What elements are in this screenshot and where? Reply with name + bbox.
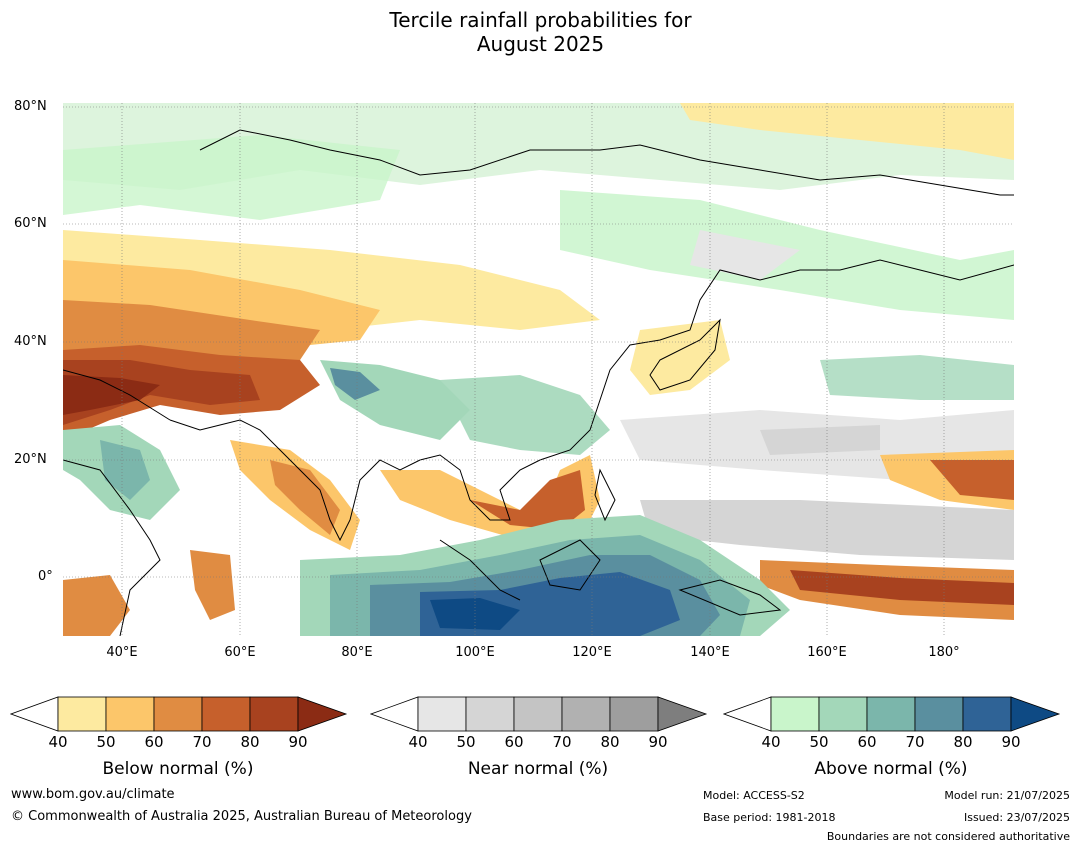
lon-label-100e: 100°E <box>455 645 495 660</box>
cb1-tick-50: 50 <box>456 733 476 751</box>
colorbar-title-near: Near normal (%) <box>467 759 609 779</box>
colorbar-low-extend <box>370 696 419 732</box>
colorbar-near-normal <box>370 696 708 732</box>
arctic-below-zone <box>680 103 1014 160</box>
base-period-text: Base period: 1981-2018 <box>703 811 836 824</box>
cb1-tick-90: 90 <box>648 733 668 751</box>
africa-coast <box>63 459 161 636</box>
colorbar-segment <box>201 696 251 732</box>
disclaimer-text: Boundaries are not considered authoritat… <box>826 830 1070 843</box>
new-guinea-coast <box>678 579 782 616</box>
colorbar-segment <box>561 696 611 732</box>
colorbar-high-extend <box>297 696 348 732</box>
lat-label-60n: 60°N <box>14 216 47 231</box>
colorbar-high-extend <box>657 696 708 732</box>
issued-text: Issued: 23/07/2025 <box>963 811 1070 824</box>
arabia-coast <box>63 369 171 421</box>
asia-south-coast <box>169 259 1014 542</box>
colorbar-segment <box>513 696 563 732</box>
colorbar-segment <box>962 696 1012 732</box>
lon-label-140e: 140°E <box>690 645 730 660</box>
cb0-tick-60: 60 <box>144 733 164 751</box>
copyright-text: © Commonwealth of Australia 2025, Austra… <box>11 809 472 824</box>
model-text: Model: ACCESS-S2 <box>703 789 805 802</box>
cb1-tick-70: 70 <box>552 733 572 751</box>
arctic-coast <box>199 129 1014 196</box>
indian-ocean-below <box>190 550 235 620</box>
colorbar-title-below: Below normal (%) <box>102 759 254 779</box>
website-link[interactable]: www.bom.gov.au/climate <box>11 787 175 802</box>
north-pacific-above <box>820 355 1014 400</box>
mideast-below-90 <box>63 360 260 425</box>
lon-label-180: 180° <box>928 645 960 660</box>
colorbar-segment <box>417 696 467 732</box>
lat-label-40n: 40°N <box>14 334 47 349</box>
colorbar-segment <box>866 696 916 732</box>
colorbar-segment <box>153 696 203 732</box>
colorbar-segment <box>818 696 868 732</box>
coastlines <box>63 129 1014 636</box>
lat-label-20n: 20°N <box>14 452 47 467</box>
colorbar-segment <box>249 696 299 732</box>
equatorial-pacific-below-core <box>790 570 1014 605</box>
japan-below <box>630 320 730 395</box>
mideast-below-core <box>63 375 160 415</box>
siberia-near <box>690 230 800 280</box>
colorbar-low-extend <box>10 696 59 732</box>
cb2-tick-50: 50 <box>809 733 829 751</box>
cb0-tick-90: 90 <box>288 733 308 751</box>
model-run-text: Model run: 21/07/2025 <box>944 789 1070 802</box>
cb2-tick-90: 90 <box>1001 733 1021 751</box>
himalaya-above-core <box>330 368 380 400</box>
map-title: Tercile rainfall probabilities for Augus… <box>0 8 1081 56</box>
india-below-core <box>270 460 340 535</box>
cb2-tick-60: 60 <box>857 733 877 751</box>
philippines-coast <box>594 468 616 522</box>
north-russia-above <box>63 135 400 220</box>
lon-label-120e: 120°E <box>572 645 612 660</box>
cb0-tick-40: 40 <box>48 733 68 751</box>
title-line-2: August 2025 <box>476 32 605 56</box>
lat-label-80n: 80°N <box>14 99 47 114</box>
east-pacific-below-core <box>930 460 1014 500</box>
lon-label-40e: 40°E <box>106 645 138 660</box>
lat-label-0: 0° <box>38 569 53 584</box>
cb1-tick-80: 80 <box>600 733 620 751</box>
colorbar-segment <box>609 696 659 732</box>
colorbar-low-extend <box>723 696 772 732</box>
cb2-tick-40: 40 <box>761 733 781 751</box>
cb2-tick-80: 80 <box>953 733 973 751</box>
colorbar-below-normal <box>10 696 348 732</box>
cb2-tick-70: 70 <box>905 733 925 751</box>
cb0-tick-80: 80 <box>240 733 260 751</box>
sumatra-coast <box>439 539 521 601</box>
cb0-tick-70: 70 <box>192 733 212 751</box>
colorbar-segment <box>914 696 964 732</box>
colorbar-segment <box>770 696 820 732</box>
pacific-near-core <box>760 425 880 455</box>
scs-below-core <box>470 470 585 530</box>
lon-label-80e: 80°E <box>341 645 373 660</box>
graticule <box>63 103 1014 636</box>
colorbar-segment <box>105 696 155 732</box>
china-above <box>440 375 610 455</box>
africa-below <box>63 575 130 636</box>
cb1-tick-60: 60 <box>504 733 524 751</box>
map-fields <box>63 103 1014 636</box>
colorbar-above-normal <box>723 696 1061 732</box>
borneo-coast <box>539 539 601 591</box>
cb1-tick-40: 40 <box>408 733 428 751</box>
japan-coast <box>649 318 721 391</box>
title-line-1: Tercile rainfall probabilities for <box>389 8 692 32</box>
arabia-above-core <box>100 440 150 500</box>
lon-label-160e: 160°E <box>807 645 847 660</box>
colorbar-segment <box>57 696 107 732</box>
cb0-tick-50: 50 <box>96 733 116 751</box>
lon-label-60e: 60°E <box>224 645 256 660</box>
colorbar-segment <box>465 696 515 732</box>
colorbar-title-above: Above normal (%) <box>814 759 968 779</box>
colorbar-high-extend <box>1010 696 1061 732</box>
